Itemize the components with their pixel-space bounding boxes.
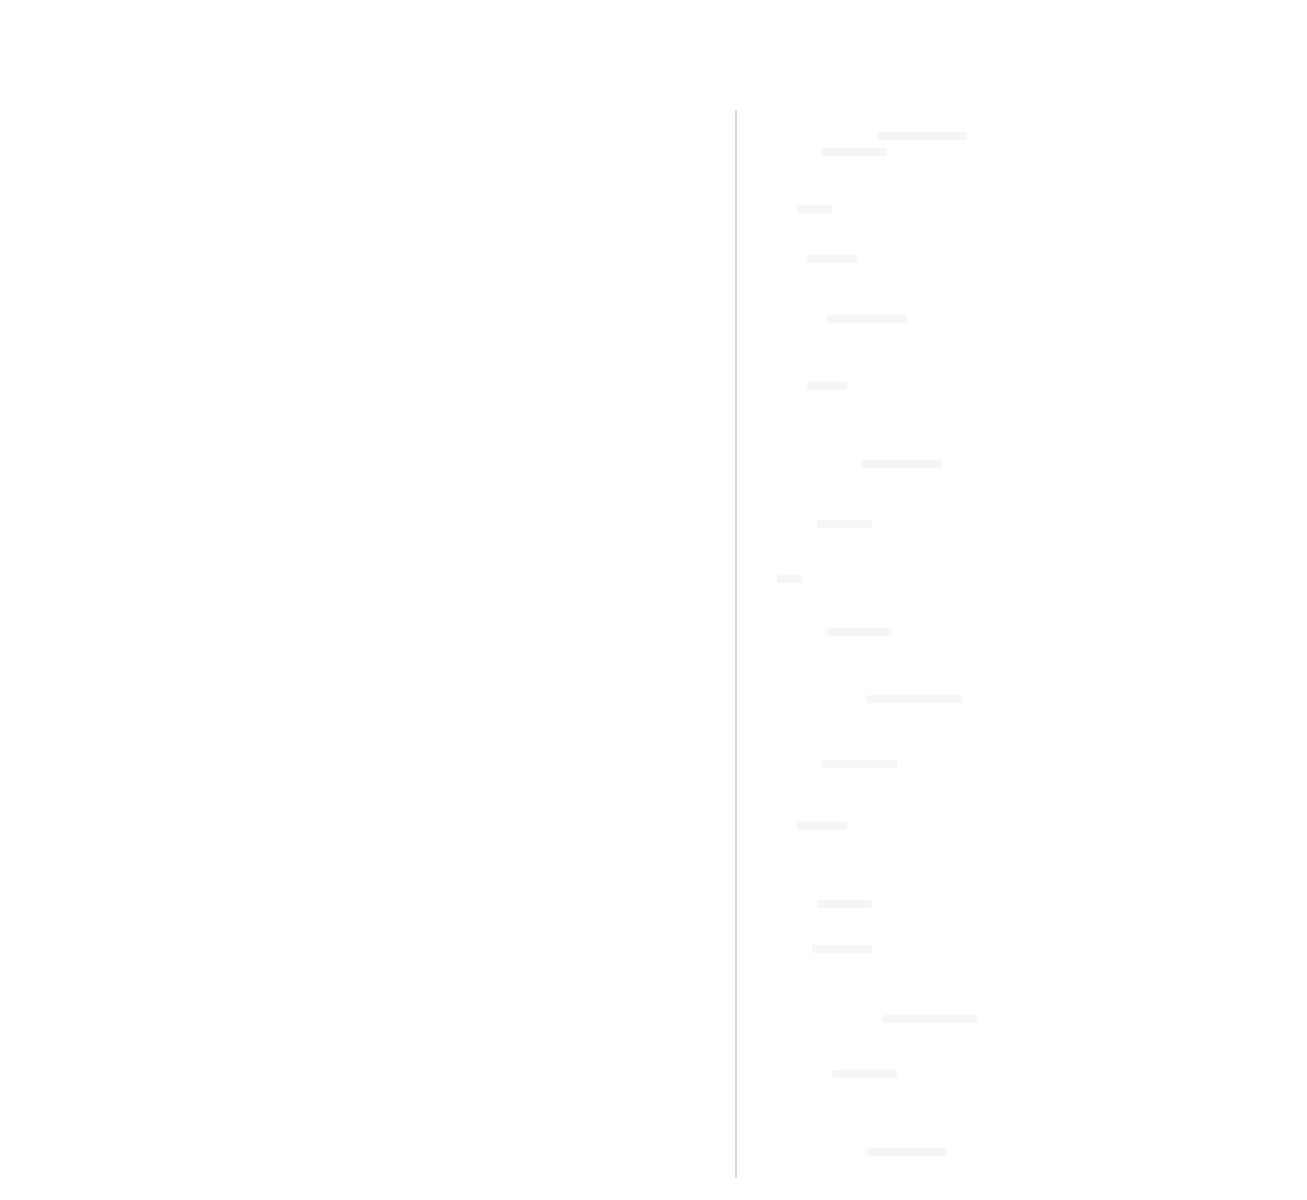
placeholder-line — [827, 628, 892, 636]
placeholder-line — [797, 205, 832, 213]
placeholder-line — [827, 315, 907, 323]
placeholder-line — [867, 1148, 947, 1156]
placeholder-line — [882, 1015, 977, 1023]
placeholder-line — [877, 132, 967, 140]
placeholder-line — [807, 255, 857, 263]
placeholder-line — [832, 1070, 897, 1078]
left-pane — [0, 0, 735, 1200]
placeholder-line — [777, 575, 802, 583]
placeholder-line — [867, 695, 962, 703]
placeholder-line — [817, 520, 872, 528]
pane-divider[interactable] — [735, 110, 737, 1178]
placeholder-line — [797, 822, 847, 830]
placeholder-line — [822, 760, 897, 768]
placeholder-line — [812, 945, 872, 953]
placeholder-line — [862, 460, 942, 468]
placeholder-line — [817, 900, 872, 908]
placeholder-line — [822, 148, 887, 156]
placeholder-line — [807, 382, 847, 390]
right-pane — [737, 110, 1307, 1178]
